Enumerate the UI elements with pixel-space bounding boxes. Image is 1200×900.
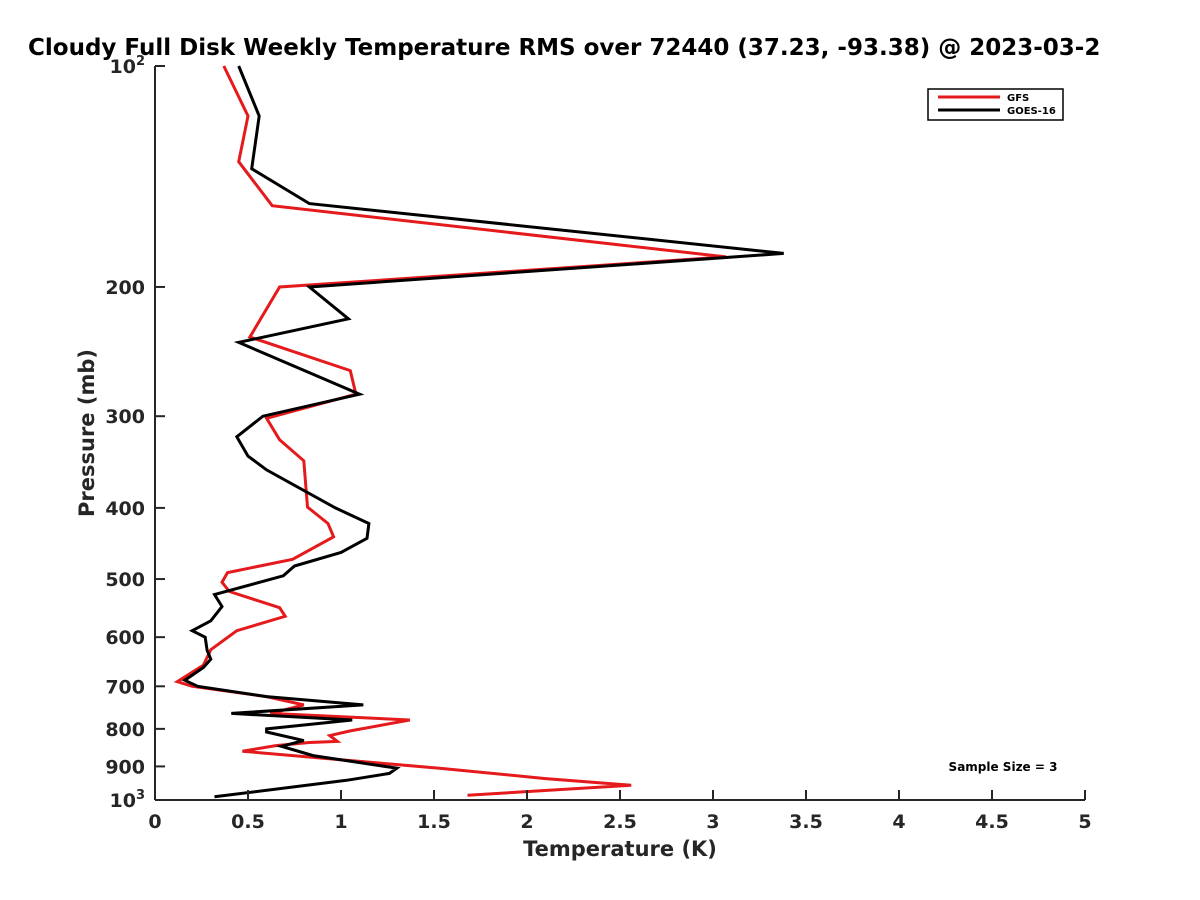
x-tick-label: 2.5 bbox=[603, 811, 637, 833]
legend-label-goes-16: GOES-16 bbox=[1007, 106, 1056, 117]
y-tick-label: 900 bbox=[105, 756, 145, 778]
x-tick-label: 1.5 bbox=[417, 811, 451, 833]
legend-items: GFS GOES-16 bbox=[938, 93, 1056, 117]
sample-size-annotation: Sample Size = 3 bbox=[949, 760, 1058, 774]
x-tick-label: 5 bbox=[1078, 811, 1091, 833]
y-tick-label: 103 bbox=[110, 788, 146, 812]
series-lines bbox=[173, 65, 784, 799]
x-tick-label: 4 bbox=[892, 811, 905, 833]
x-tick-label: 0 bbox=[148, 811, 161, 833]
y-tick-label: 400 bbox=[105, 498, 145, 520]
y-tick-label: 600 bbox=[105, 627, 145, 649]
legend-label-gfs: GFS bbox=[1007, 93, 1029, 104]
x-tick-label: 1 bbox=[334, 811, 347, 833]
y-tick-label: 700 bbox=[105, 676, 145, 698]
y-axis-ticks: 102 200 300 400 500 600 700 800 900 103 bbox=[105, 54, 165, 812]
y-axis-label: Pressure (mb) bbox=[75, 349, 99, 517]
legend-box bbox=[927, 88, 1064, 121]
y-tick-label: 500 bbox=[105, 569, 145, 591]
x-tick-label: 4.5 bbox=[975, 811, 1009, 833]
x-axis-ticks: 0 0.5 1 1.5 2 2.5 3 3.5 4 4.5 5 bbox=[148, 790, 1092, 833]
x-axis-label: Temperature (K) bbox=[523, 837, 717, 861]
y-tick-label: 102 bbox=[110, 54, 146, 78]
x-tick-label: 3.5 bbox=[789, 811, 823, 833]
series-line-goes-16 bbox=[181, 65, 784, 799]
chart-title: Cloudy Full Disk Weekly Temperature RMS … bbox=[28, 35, 1100, 61]
y-tick-label: 200 bbox=[105, 277, 145, 299]
x-tick-label: 2 bbox=[520, 811, 533, 833]
y-tick-label: 300 bbox=[105, 406, 145, 428]
legend: GFS GOES-16 bbox=[927, 88, 1064, 121]
x-tick-label: 3 bbox=[706, 811, 719, 833]
plot-area bbox=[173, 65, 784, 799]
x-tick-label: 0.5 bbox=[231, 811, 265, 833]
y-tick-label: 800 bbox=[105, 719, 145, 741]
